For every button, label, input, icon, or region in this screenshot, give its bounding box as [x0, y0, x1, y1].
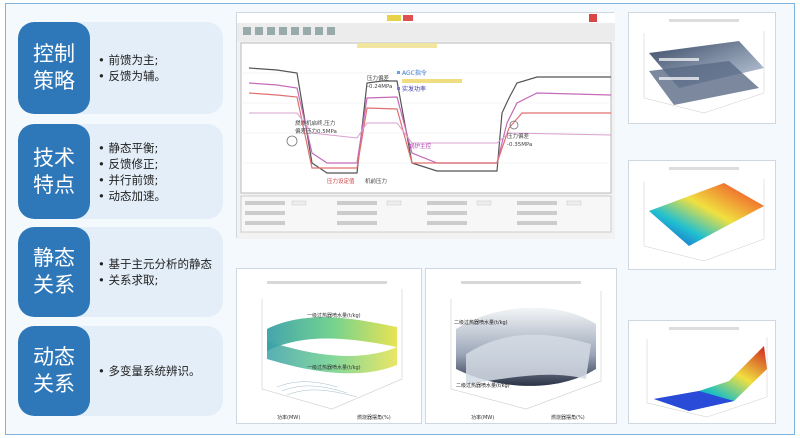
section-dynamic-relation: 动态 关系 多变量系统辨识。: [18, 326, 223, 416]
surface-thumb-1: [628, 12, 776, 124]
axis-label-x: 功率(MW): [471, 414, 494, 421]
section-tag: 控制 策略: [18, 22, 90, 114]
annotation: 压力设定值: [327, 177, 355, 185]
section-list: 基于主元分析的静态 关系求取;: [98, 256, 212, 288]
legend-power: 实发功率: [402, 85, 426, 93]
section-control-strategy: 控制 策略 前馈为主; 反馈为辅。: [18, 22, 223, 114]
section-list: 静态平衡; 反馈修正; 并行前馈; 动态加速。: [98, 140, 166, 204]
surface-plot-stage2: 二级过热器喷水量(t/kg) 二级过热器喷水量(t/kg) 功率(MW) 燃烧器…: [425, 268, 617, 424]
surface-plot-stage1: 一级过热器喷水量(t/kg) 一级过热器喷水量(t/kg) 功率(MW) 燃烧器…: [236, 268, 422, 424]
annotation: 偏差压力0.5MPa: [295, 127, 337, 135]
list-item: 动态加速。: [98, 188, 166, 204]
legend-agc: AGC指令: [402, 69, 427, 77]
list-item: 多变量系统辨识。: [98, 363, 200, 379]
list-item: 静态平衡;: [98, 140, 166, 156]
annotation: 燃烧机启终,压力: [295, 119, 335, 127]
annotation: 压力偏差: [367, 74, 390, 82]
list-item: 基于主元分析的静态: [98, 256, 212, 272]
axis-label-x: 功率(MW): [277, 414, 300, 421]
list-item: 关系求取;: [98, 272, 212, 288]
list-item: 反馈修正;: [98, 156, 166, 172]
section-static-relation: 静态 关系 基于主元分析的静态 关系求取;: [18, 227, 223, 317]
surface-thumb-2: [628, 160, 776, 270]
list-item: 并行前馈;: [98, 172, 166, 188]
annotation: -0.24MPa: [367, 84, 392, 90]
annotation: 锅炉主控: [409, 142, 432, 150]
trend-line-pressure: [248, 92, 611, 169]
axis-label-y: 燃烧器摆角(%): [551, 414, 585, 421]
annotation: -0.35MPa: [507, 142, 532, 148]
axis-label-y: 燃烧器摆角(%): [357, 414, 391, 421]
list-item: 反馈为辅。: [98, 68, 166, 84]
trend-window: AGC指令 实发功率 燃烧机启终,压力 偏差压力0.5MPa 压力偏差 -0.2…: [236, 12, 615, 239]
section-list: 前馈为主; 反馈为辅。: [98, 52, 166, 84]
surface-label-bottom: 二级过热器喷水量(t/kg): [456, 382, 510, 389]
surface-label-top: 二级过热器喷水量(t/kg): [454, 319, 508, 326]
list-item: 前馈为主;: [98, 52, 166, 68]
trend-line-master: [249, 112, 612, 144]
section-tag: 动态 关系: [18, 326, 90, 416]
surface-label-bottom: 一级过热器喷水量(t/kg): [307, 364, 361, 371]
surface-thumb-3: [628, 320, 776, 424]
section-tag: 静态 关系: [18, 227, 90, 317]
section-tag: 技术 特点: [18, 124, 90, 219]
trend-line-power: [248, 82, 612, 164]
surface-label-top: 一级过热器喷水量(t/kg): [307, 312, 361, 319]
annotation: 机前压力: [365, 177, 387, 185]
annotation: 压力偏差: [507, 132, 530, 140]
section-list: 多变量系统辨识。: [98, 363, 200, 379]
section-tech-features: 技术 特点 静态平衡; 反馈修正; 并行前馈; 动态加速。: [18, 124, 223, 219]
